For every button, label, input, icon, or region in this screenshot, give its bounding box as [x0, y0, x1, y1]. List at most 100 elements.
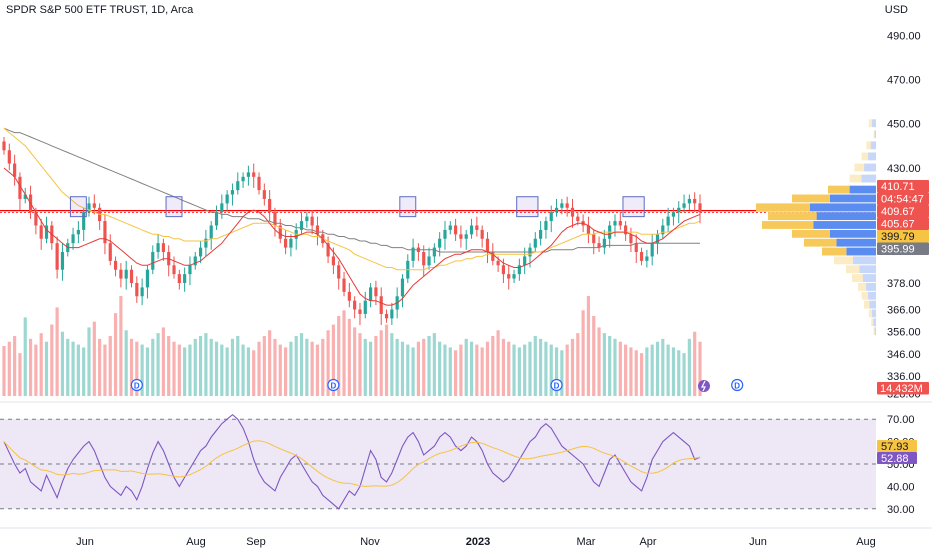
candle-body [549, 212, 553, 222]
volume-bar [145, 347, 150, 396]
volume-bar [124, 330, 128, 396]
volume-bar [618, 341, 622, 396]
volume-bar [369, 341, 373, 396]
volume-bar [103, 344, 107, 396]
volume-profile-bar [828, 185, 850, 194]
volume-bar [549, 344, 553, 396]
volume-bar [650, 344, 654, 396]
volume-profile-bar [872, 309, 876, 318]
candle-body [34, 212, 38, 226]
candle-body [124, 269, 128, 279]
volume-bar [310, 341, 314, 396]
volume-profile-bar [813, 221, 876, 229]
ma-yellow-line [3, 127, 701, 271]
candle-body [469, 225, 474, 235]
candle-body [283, 238, 288, 248]
volume-bar [384, 324, 389, 396]
volume-profile-bar [874, 130, 876, 139]
volume-bar [581, 310, 585, 396]
volume-bar [469, 341, 474, 396]
price-label-text: 395.99 [881, 244, 915, 256]
volume-bar [129, 338, 134, 396]
volume-profile-bar [834, 256, 853, 265]
volume-profile-bar [864, 163, 876, 172]
volume-bar [98, 338, 102, 396]
price-tick-label: 356.00 [887, 327, 921, 339]
candle-body [103, 221, 107, 244]
volume-bar [172, 341, 176, 396]
price-tick-label: 470.00 [887, 75, 921, 87]
volume-bar [427, 336, 431, 396]
volume-bar [220, 344, 224, 396]
volume-bar [379, 330, 383, 396]
candle-body [161, 243, 165, 253]
volume-bar [289, 341, 293, 396]
volume-bar [113, 313, 118, 396]
volume-bar [198, 336, 203, 396]
volume-bar [459, 344, 463, 396]
volume-bar [246, 347, 250, 396]
volume-bar [570, 338, 575, 396]
volume-bar [39, 333, 43, 396]
price-label-box [877, 192, 929, 205]
candle-body [358, 309, 362, 314]
candle-body [698, 203, 702, 213]
volume-profile-bar [849, 185, 876, 194]
candle-body [369, 287, 373, 301]
volume-bar [682, 353, 686, 396]
candle-body [427, 256, 431, 266]
volume-profile-bar [872, 119, 876, 128]
volume-bar [512, 344, 516, 396]
candle-body [523, 256, 527, 266]
volume-bar [602, 333, 606, 396]
candle-body [586, 225, 591, 235]
candle-body [517, 265, 521, 275]
volume-bar [374, 336, 378, 396]
volume-bar [273, 338, 277, 396]
volume-bar [475, 344, 479, 396]
volume-profile-bar [858, 282, 867, 291]
volume-bar [342, 310, 346, 396]
volume-bar [140, 344, 144, 396]
volume-bar [687, 338, 691, 396]
volume-bar [44, 341, 49, 396]
rsi-ma-line [3, 440, 701, 487]
volume-bar [82, 347, 86, 396]
volume-bar [2, 346, 6, 396]
volume-bar [533, 336, 537, 396]
volume-profile-bar [792, 229, 830, 238]
price-label-text: 04:54:47 [881, 194, 924, 206]
volume-bar [485, 341, 490, 396]
candle-body [76, 229, 80, 235]
price-label-text: 410.71 [881, 181, 915, 193]
candle-body [496, 260, 500, 266]
time-tick-label: 2023 [466, 536, 490, 548]
volume-bar [432, 333, 436, 396]
volume-profile-bar [869, 300, 876, 309]
volume-profile-bar [756, 203, 810, 212]
price-label-box [877, 230, 929, 243]
volume-bar [666, 344, 670, 396]
volume-bar [225, 347, 229, 396]
dividend-marker-icon [550, 378, 563, 392]
candle-body [119, 269, 123, 279]
volume-profile-bar [868, 152, 876, 161]
volume-bar [161, 327, 165, 396]
volume-bar [597, 327, 601, 396]
volume-bar [23, 317, 27, 396]
volume-bar [183, 347, 187, 396]
volume-bar [698, 341, 702, 396]
price-label-text: 405.67 [881, 219, 915, 231]
volume-bar [156, 333, 160, 396]
volume-bar [321, 338, 325, 396]
candle-body [310, 216, 314, 226]
volume-bar [645, 347, 649, 396]
volume-profile-bar [792, 194, 830, 203]
volume-bar [629, 347, 633, 396]
candle-body [13, 163, 17, 177]
volume-bar [278, 344, 282, 396]
volume-bar [448, 347, 452, 396]
candle-body [565, 203, 569, 208]
volume-bar [586, 296, 591, 396]
